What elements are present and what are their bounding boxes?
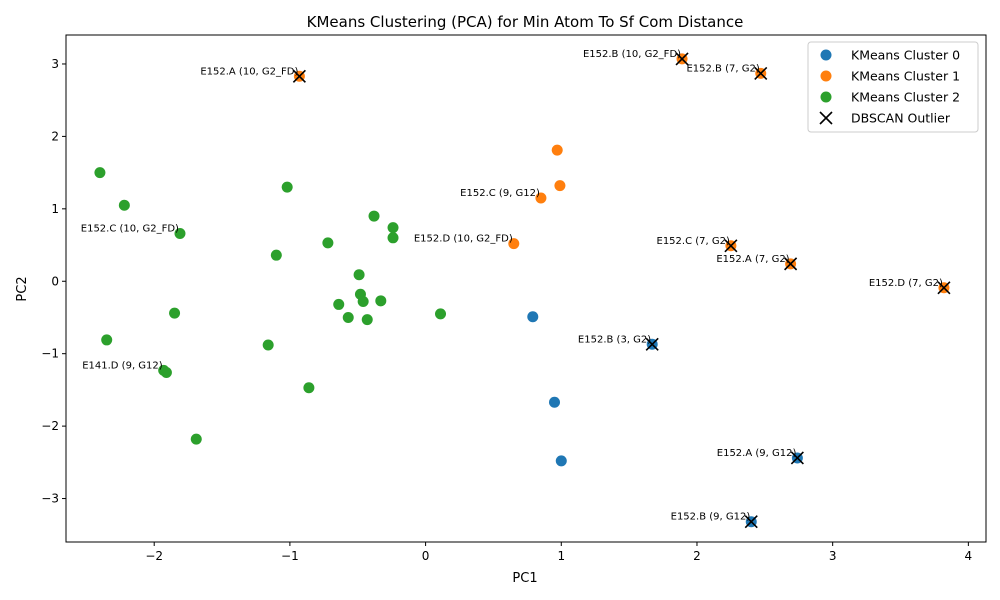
- cluster-2-point: [262, 339, 274, 351]
- legend-label: KMeans Cluster 1: [851, 69, 960, 84]
- plot-frame: [65, 34, 987, 543]
- cluster-0-point: [555, 455, 567, 467]
- cluster-2-point: [357, 296, 369, 308]
- cluster-2-point: [342, 311, 354, 323]
- outlier-marker: [937, 281, 951, 295]
- cluster-2-point: [118, 199, 130, 211]
- outlier-marker: [724, 239, 738, 253]
- x-tick-label: 3: [829, 549, 837, 563]
- x-axis-label: PC1: [512, 571, 537, 586]
- point-annotation: E152.D (10, G2_FD): [414, 234, 513, 245]
- legend-marker-cluster-2: [820, 91, 832, 103]
- cluster-2-point: [322, 237, 334, 249]
- point-annotation: E152.A (7, G2): [716, 254, 789, 265]
- outlier-stroke: [937, 281, 951, 295]
- x-tick-label: 2: [693, 549, 701, 563]
- cluster-2-point: [270, 249, 282, 261]
- outlier-marker: [675, 52, 689, 66]
- cluster-2-point: [435, 308, 447, 320]
- point-annotation: E152.B (10, G2_FD): [583, 49, 681, 60]
- legend-marker-cluster-0: [820, 49, 832, 61]
- chart-title: KMeans Clustering (PCA) for Min Atom To …: [307, 13, 744, 31]
- outlier-stroke: [645, 337, 659, 351]
- y-tick-label: 0: [51, 274, 59, 288]
- cluster-2-point: [190, 433, 202, 445]
- y-tick-label: 1: [51, 202, 59, 216]
- x-tick-label: 4: [965, 549, 973, 563]
- y-tick-label: 3: [51, 57, 59, 71]
- point-annotation: E141.D (9, G12): [82, 360, 163, 371]
- legend-label: KMeans Cluster 2: [851, 90, 960, 105]
- outlier-marker: [292, 69, 306, 83]
- cluster-1-point: [508, 238, 520, 250]
- y-axis-label: PC2: [15, 276, 30, 301]
- y-tick-label: −1: [41, 347, 59, 361]
- outlier-stroke: [819, 111, 833, 125]
- y-tick-label: −2: [41, 419, 59, 433]
- legend-label: KMeans Cluster 0: [851, 48, 960, 63]
- cluster-1-point: [535, 192, 547, 204]
- y-tick-label: 2: [51, 129, 59, 143]
- point-annotation: E152.B (9, G12): [671, 512, 751, 523]
- cluster-2-point: [387, 222, 399, 234]
- cluster-2-point: [94, 167, 106, 179]
- y-axis: −3 −2 −1 0 1 2 3: [41, 57, 66, 506]
- x-axis: −2 −1 0 1 2 3 4: [145, 542, 972, 563]
- outlier-stroke: [790, 451, 804, 465]
- cluster-2-point: [160, 367, 172, 379]
- point-annotation: E152.D (7, G2): [869, 278, 943, 289]
- cluster-2-point: [303, 382, 315, 394]
- legend-marker-cluster-1: [820, 70, 832, 82]
- cluster-2-point: [361, 314, 373, 326]
- cluster-0-point: [548, 396, 560, 408]
- outlier-marker: [790, 451, 804, 465]
- point-annotation: E152.C (10, G2_FD): [81, 223, 179, 234]
- cluster-2-point: [169, 307, 181, 319]
- legend-box: [807, 41, 979, 133]
- cluster-0-point: [527, 311, 539, 323]
- chart-marks: E152.A (10, G2_FD) E152.B (10, G2_FD) E152…: [81, 49, 951, 529]
- point-annotation: E152.C (7, G2): [657, 236, 730, 247]
- outlier-marker: [645, 337, 659, 351]
- point-annotation: E152.B (7, G2): [686, 63, 759, 74]
- cluster-2-point: [353, 269, 365, 281]
- legend: KMeans Cluster 0 KMeans Cluster 1 KMeans C…: [807, 41, 979, 133]
- legend-label: DBSCAN Outlier: [851, 111, 951, 126]
- outlier-marker: [784, 257, 798, 271]
- cluster-2-point: [368, 210, 380, 222]
- cluster-2-point: [174, 227, 186, 239]
- x-tick-label: 1: [557, 549, 565, 563]
- legend-marker-outlier: [819, 111, 833, 125]
- point-annotation: E152.B (3, G2): [578, 334, 651, 345]
- cluster-2-point: [333, 298, 345, 310]
- outlier-marker: [744, 515, 758, 529]
- point-annotation: E152.C (9, G12): [460, 188, 540, 199]
- point-annotation: E152.A (10, G2_FD): [200, 66, 298, 77]
- outlier-stroke: [675, 52, 689, 66]
- outlier-stroke: [754, 66, 768, 80]
- point-annotation: E152.A (9, G12): [717, 448, 797, 459]
- cluster-2-point: [281, 181, 293, 193]
- cluster-2-point: [375, 295, 387, 307]
- outlier-stroke: [292, 69, 306, 83]
- x-tick-label: −2: [145, 549, 163, 563]
- outlier-stroke: [744, 515, 758, 529]
- cluster-1-point: [551, 144, 563, 156]
- cluster-1-point: [554, 180, 566, 192]
- outlier-stroke: [724, 239, 738, 253]
- x-tick-label: −1: [281, 549, 299, 563]
- outlier-stroke: [784, 257, 798, 271]
- cluster-2-point: [101, 334, 113, 346]
- cluster-2-point: [387, 232, 399, 244]
- x-tick-label: 0: [422, 549, 430, 563]
- y-tick-label: −3: [41, 492, 59, 506]
- outlier-marker: [754, 66, 768, 80]
